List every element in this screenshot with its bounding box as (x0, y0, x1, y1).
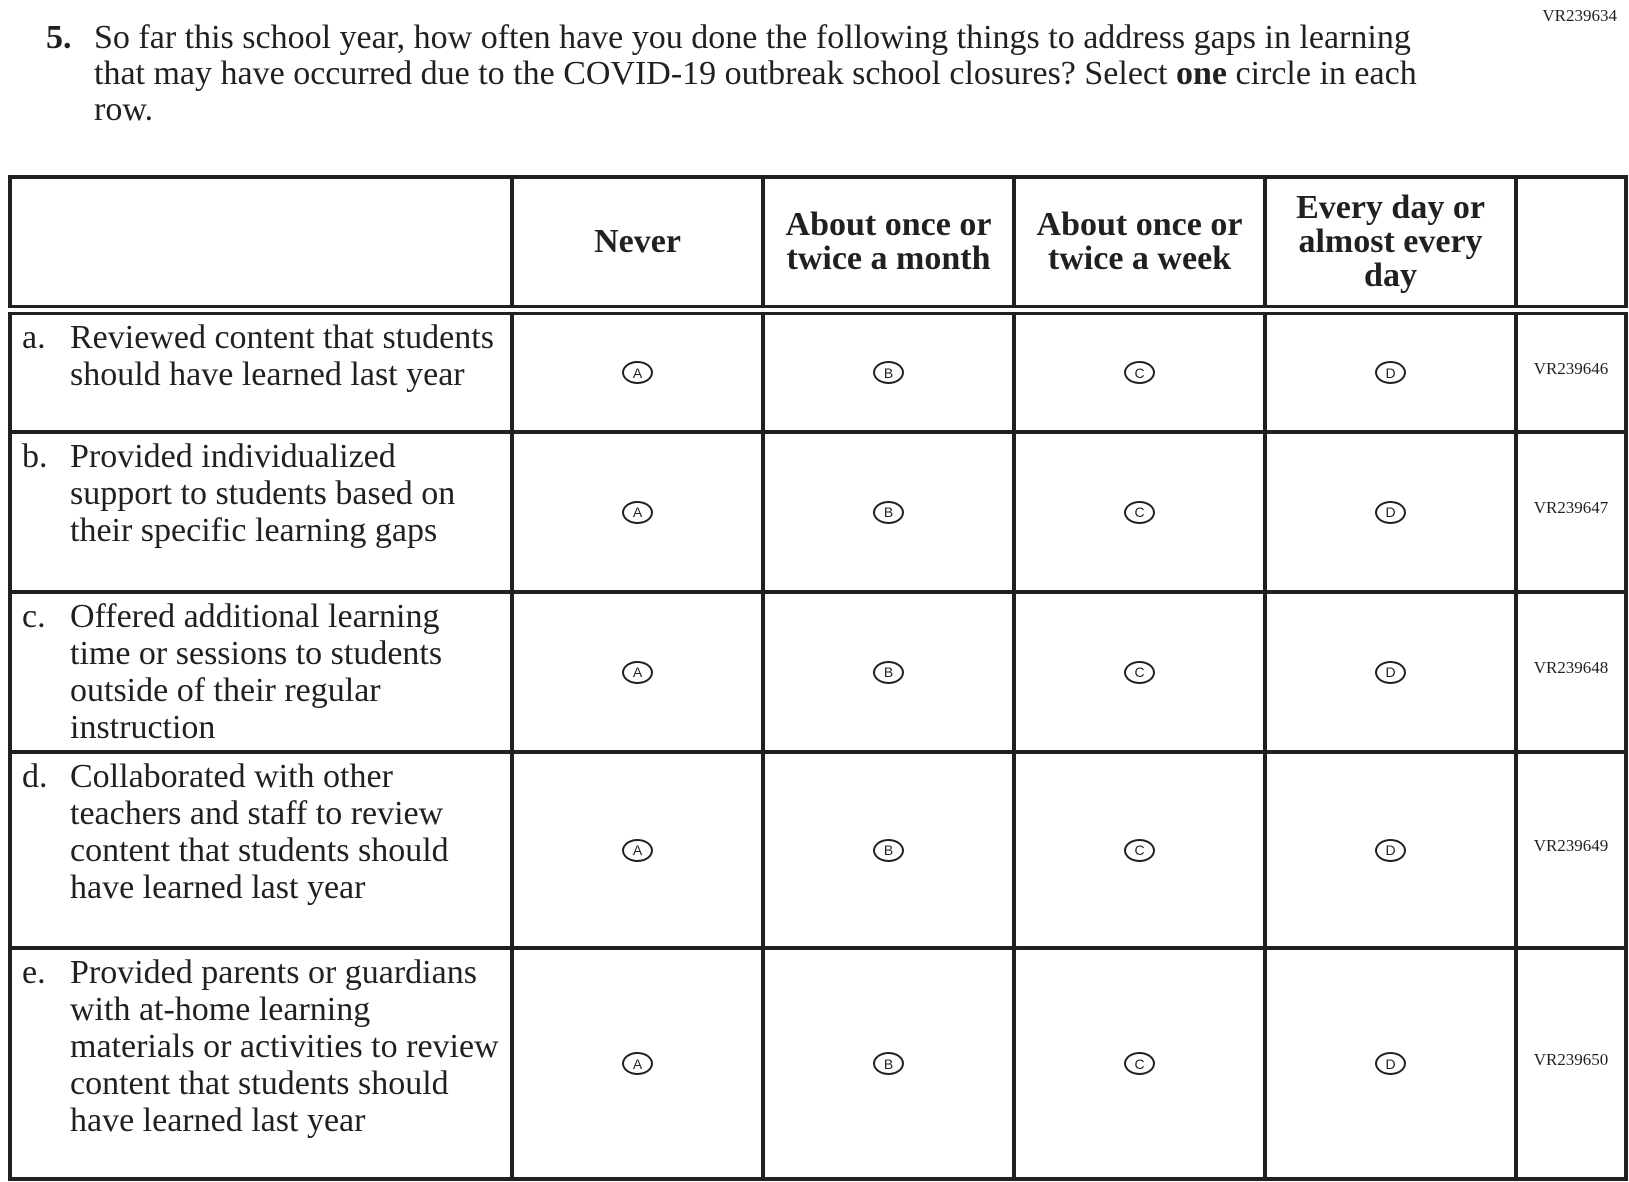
table-row: c. Offered additional learning time or se… (8, 590, 1628, 754)
option-cell: B (761, 750, 1016, 950)
option-cell: B (761, 430, 1016, 594)
row-item-code: VR239648 (1514, 590, 1628, 754)
question-number: 5. (46, 19, 72, 56)
option-cell: C (1012, 308, 1267, 434)
option-cell: C (1012, 750, 1267, 950)
row-item-code: VR239649 (1514, 750, 1628, 950)
header-row: Never About once or twice a month About … (8, 175, 1628, 312)
response-bubble-d[interactable]: D (1375, 500, 1406, 524)
row-text: Collaborated with other teachers and sta… (70, 758, 449, 906)
option-cell: B (761, 590, 1016, 754)
response-bubble-c[interactable]: C (1124, 361, 1155, 384)
response-bubble-c[interactable]: C (1124, 500, 1155, 524)
option-cell: D (1263, 308, 1518, 434)
response-bubble-d[interactable]: D (1375, 838, 1406, 862)
row-letter: a. (22, 319, 46, 356)
row-letter: e. (22, 954, 46, 991)
column-header: About once or twice a week (1012, 175, 1267, 312)
response-bubble-a[interactable]: A (622, 660, 653, 684)
response-bubble-b[interactable]: B (873, 660, 904, 684)
table-row: a. Reviewed content that students should … (8, 308, 1628, 434)
option-cell: A (510, 430, 765, 594)
row-letter: c. (22, 598, 46, 635)
row-item-code: VR239646 (1514, 308, 1628, 434)
header-blank (8, 175, 514, 312)
response-bubble-b[interactable]: B (873, 361, 904, 384)
row-text: Reviewed content that students should ha… (70, 319, 494, 393)
response-bubble-a[interactable]: A (622, 838, 653, 862)
option-cell: B (761, 308, 1016, 434)
row-text: Offered additional learning time or sess… (70, 598, 443, 746)
response-bubble-d[interactable]: D (1375, 660, 1406, 684)
response-bubble-d[interactable]: D (1375, 361, 1406, 384)
option-cell: A (510, 590, 765, 754)
response-bubble-b[interactable]: B (873, 1052, 904, 1075)
option-cell: C (1012, 430, 1267, 594)
response-bubble-c[interactable]: C (1124, 838, 1155, 862)
response-bubble-d[interactable]: D (1375, 1052, 1406, 1075)
response-bubble-b[interactable]: B (873, 500, 904, 524)
row-label: b. Provided individualized support to stu… (8, 430, 514, 594)
column-header: Every day or almost every day (1263, 175, 1518, 312)
response-bubble-c[interactable]: C (1124, 660, 1155, 684)
row-letter: d. (22, 758, 48, 795)
option-cell: C (1012, 946, 1267, 1181)
column-header: About once or twice a month (761, 175, 1016, 312)
response-bubble-a[interactable]: A (622, 361, 653, 384)
row-letter: b. (22, 438, 48, 475)
option-cell: B (761, 946, 1016, 1181)
response-bubble-b[interactable]: B (873, 838, 904, 862)
option-cell: A (510, 308, 765, 434)
option-cell: A (510, 946, 765, 1181)
row-text: Provided individualized support to stude… (70, 438, 456, 549)
option-cell: D (1263, 430, 1518, 594)
question-prompt: 5. So far this school year, how often ha… (46, 20, 1446, 128)
header-code-blank (1514, 175, 1628, 312)
question-item-code: VR239634 (1542, 6, 1617, 25)
response-bubble-a[interactable]: A (622, 1052, 653, 1075)
row-label: a. Reviewed content that students should … (8, 308, 514, 434)
row-item-code: VR239647 (1514, 430, 1628, 594)
table-row: d. Collaborated with other teachers and s… (8, 750, 1628, 950)
column-header: Never (510, 175, 765, 312)
row-text: Provided parents or guardians with at-ho… (70, 954, 499, 1139)
row-label: d. Collaborated with other teachers and s… (8, 750, 514, 950)
option-cell: D (1263, 590, 1518, 754)
option-cell: D (1263, 750, 1518, 950)
response-bubble-a[interactable]: A (622, 500, 653, 524)
option-cell: C (1012, 590, 1267, 754)
option-cell: D (1263, 946, 1518, 1181)
row-label: c. Offered additional learning time or se… (8, 590, 514, 754)
question-text: So far this school year, how often have … (94, 19, 1417, 128)
response-bubble-c[interactable]: C (1124, 1052, 1155, 1075)
table-row: e. Provided parents or guardians with at-… (8, 946, 1628, 1181)
row-item-code: VR239650 (1514, 946, 1628, 1181)
row-label: e. Provided parents or guardians with at-… (8, 946, 514, 1181)
response-grid: Never About once or twice a month About … (8, 175, 1628, 1181)
option-cell: A (510, 750, 765, 950)
table-row: b. Provided individualized support to stu… (8, 430, 1628, 594)
